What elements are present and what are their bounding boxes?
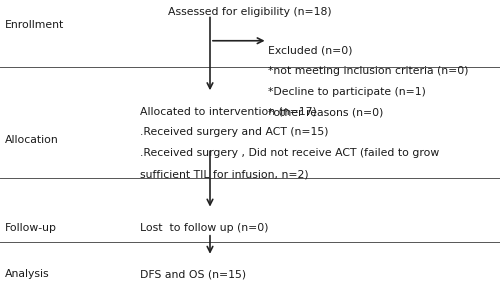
Text: Allocated to intervention (n=17): Allocated to intervention (n=17) bbox=[140, 106, 317, 116]
Text: *other reasons (n=0): *other reasons (n=0) bbox=[268, 108, 383, 118]
Text: Assessed for eligibility (n=18): Assessed for eligibility (n=18) bbox=[168, 7, 332, 17]
Text: *Decline to participate (n=1): *Decline to participate (n=1) bbox=[268, 87, 426, 97]
Text: DFS and OS (n=15): DFS and OS (n=15) bbox=[140, 269, 246, 279]
Text: sufficient TIL for infusion, n=2): sufficient TIL for infusion, n=2) bbox=[140, 169, 308, 179]
Text: Follow-up: Follow-up bbox=[5, 223, 57, 233]
Text: Analysis: Analysis bbox=[5, 269, 50, 279]
Text: Excluded (n=0): Excluded (n=0) bbox=[268, 45, 352, 55]
Text: .Received surgery , Did not receive ACT (failed to grow: .Received surgery , Did not receive ACT … bbox=[140, 148, 440, 158]
Text: Enrollment: Enrollment bbox=[5, 20, 64, 30]
Text: Allocation: Allocation bbox=[5, 135, 59, 145]
Text: *not meeting inclusion criteria (n=0): *not meeting inclusion criteria (n=0) bbox=[268, 66, 468, 76]
Text: Lost  to follow up (n=0): Lost to follow up (n=0) bbox=[140, 223, 268, 233]
Text: .Received surgery and ACT (n=15): .Received surgery and ACT (n=15) bbox=[140, 127, 328, 137]
